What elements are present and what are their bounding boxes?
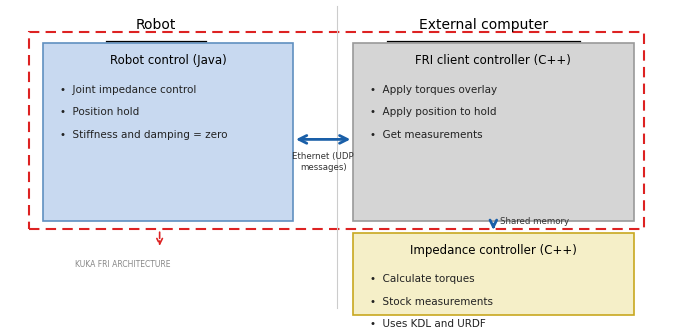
Text: •  Get measurements: • Get measurements [370,129,483,139]
Text: Robot: Robot [136,18,176,32]
Text: •  Apply position to hold: • Apply position to hold [370,107,497,117]
Text: •  Calculate torques: • Calculate torques [370,274,474,284]
Text: Shared memory: Shared memory [500,217,569,226]
Bar [43,43,293,221]
Text: FRI client controller (C++): FRI client controller (C++) [415,54,571,67]
Text: Impedance controller (C++): Impedance controller (C++) [410,244,577,257]
Text: •  Apply torques overlay: • Apply torques overlay [370,85,497,95]
Text: •  Position hold: • Position hold [59,107,139,117]
Bar [353,43,633,221]
Text: KUKA FRI ARCHITECTURE: KUKA FRI ARCHITECTURE [75,260,171,269]
Text: Ethernet (UDP
messages): Ethernet (UDP messages) [292,152,354,172]
Text: Robot control (Java): Robot control (Java) [110,54,226,67]
Bar [30,32,643,229]
Text: External computer: External computer [419,18,548,32]
Text: •  Joint impedance control: • Joint impedance control [59,85,196,95]
Text: •  Uses KDL and URDF: • Uses KDL and URDF [370,319,486,329]
Text: •  Stiffness and damping = zero: • Stiffness and damping = zero [59,129,227,139]
Bar [353,233,633,315]
Text: •  Stock measurements: • Stock measurements [370,297,493,307]
